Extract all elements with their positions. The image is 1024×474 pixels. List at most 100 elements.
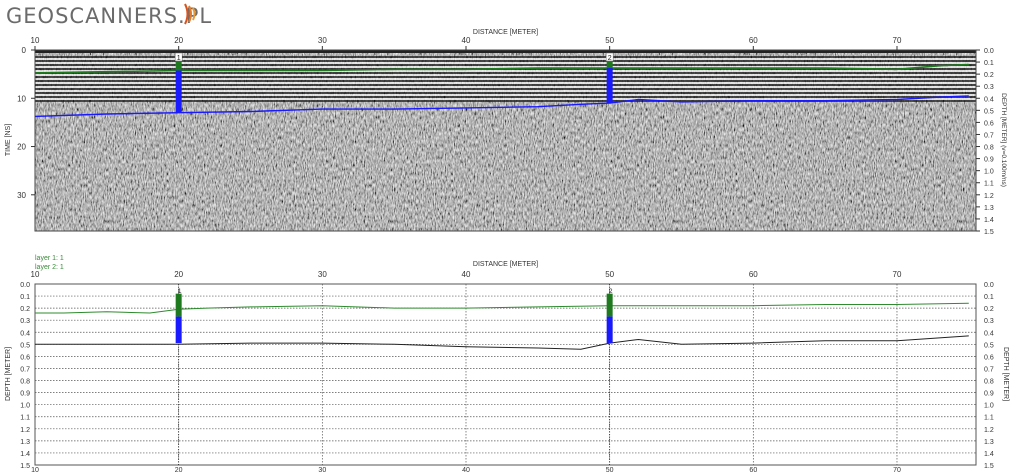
radar-depth-tick-label: 0.0 (984, 48, 994, 55)
layer-depth-tick-label-left: 0.7 (20, 366, 30, 373)
layer-depth-tick-label-left: 1.1 (20, 415, 30, 422)
radar-depth-tick-label: 0.2 (984, 72, 994, 79)
legend-layer-2: layer 2: 1 (35, 264, 64, 271)
radar-time-tick-label: 10 (17, 94, 26, 103)
layer-marker-layer1-bar (175, 293, 182, 317)
layer-x-tick-label: 70 (893, 270, 902, 279)
layer-depth-tick-label-right: 0.1 (984, 294, 994, 301)
radar-marker-layer1-bar (175, 58, 182, 71)
radar-time-tick-label: 30 (17, 191, 26, 200)
layer-depth-tick-label-left: 0.1 (20, 294, 30, 301)
radar-depth-tick-label: 1.4 (984, 217, 994, 224)
layer-depth-tick-label-left: 0.6 (20, 354, 30, 361)
layer-x-tick-label: 40 (462, 270, 471, 279)
layer-depth-tick-label-right: 0.8 (984, 379, 994, 386)
radar-depth-tick-label: 0.8 (984, 145, 994, 152)
layer-x-tick-label-bottom: 40 (462, 467, 470, 474)
layer-marker-label: 1 (178, 288, 182, 295)
layer-marker-layer2-bar (606, 316, 613, 344)
layer-depth-tick-label-right: 1.3 (984, 439, 994, 446)
radar-time-tick-label: 0 (22, 46, 27, 55)
radar-depth-tick-label: 0.5 (984, 108, 994, 115)
layer-2-line (35, 335, 969, 350)
layer-depth-tick-label-left: 0.4 (20, 330, 30, 337)
layer-plot-frame (34, 283, 977, 466)
radar-marker-label: 1 (177, 55, 181, 62)
layer-depth-tick-label-right: 1.0 (984, 403, 994, 410)
radargram-surface-band (35, 50, 976, 53)
layer-x-axis-title: DISTANCE [METER] (473, 261, 538, 268)
radar-marker-layer2-bar (606, 68, 613, 104)
layer-depth-tick-label-right: 1.4 (984, 451, 994, 458)
radar-depth-tick-label: 1.0 (984, 169, 994, 176)
layer-depth-tick-label-right: 1.1 (984, 415, 994, 422)
radargram-panel: 1 2 DISTANCE [METER] 10 20 30 40 50 60 70 0 10 20 30… (5, 29, 1007, 236)
layer-depth-tick-label-left: 0.2 (20, 306, 30, 313)
layer-depth-tick-label-right: 0.9 (984, 391, 994, 398)
layer-depth-tick-label-left: 0.9 (20, 391, 30, 398)
radar-depth-tick-label: 1.5 (984, 229, 994, 236)
radar-time-tick-label: 20 (17, 143, 26, 152)
radar-x-tick-label: 60 (749, 36, 758, 45)
radar-depth-tick-label: 0.3 (984, 84, 994, 91)
radar-marker-box (605, 52, 614, 62)
layer-depth-tick-label-right: 0.2 (984, 306, 994, 313)
radar-x-tick-label: 20 (174, 36, 183, 45)
radar-depth-tick-label: 1.2 (984, 193, 994, 200)
layer-depth-axis-label-right: DEPTH [METER] (1002, 347, 1009, 401)
layer-marker-label: 2 (609, 288, 613, 295)
layer-depth-tick-label-left: 0.5 (20, 342, 30, 349)
radar-x-tick-label: 10 (31, 36, 40, 45)
layer-x-tick-label: 20 (174, 270, 183, 279)
radar-x-axis-title: DISTANCE [METER] (473, 29, 538, 36)
layer-depth-tick-label-left: 0.8 (20, 379, 30, 386)
layer-depth-tick-label-left: 1.5 (20, 463, 30, 470)
radar-time-axis-label: TIME [NS] (5, 124, 12, 156)
logo-main: GEOSCANNERS (6, 4, 179, 28)
layer-x-tick-label-bottom: 60 (749, 467, 757, 474)
radar-marker-label: 2 (608, 55, 612, 62)
radar-depth-axis-label: DEPTH [METER] (v=0.100m/ns) (1000, 93, 1007, 187)
radar-layer-1-line (34, 63, 969, 74)
layer-x-tick-label: 30 (318, 270, 327, 279)
radar-x-tick-label: 40 (462, 36, 471, 45)
legend-layer-1: layer 1: 1 (35, 255, 64, 262)
radar-depth-tick-label: 0.7 (984, 132, 994, 139)
radargram-reflection-bands (35, 56, 976, 102)
layer-x-tick-label-bottom: 20 (175, 467, 183, 474)
layer-depth-tick-label-right: 0.6 (984, 354, 994, 361)
layer-depth-tick-label-right: 1.2 (984, 427, 994, 434)
layer-1-line (35, 302, 969, 314)
layer-marker-layer2-bar (175, 316, 182, 344)
layer-x-tick-label: 10 (31, 270, 40, 279)
layer-depth-tick-label-right: 0.4 (984, 330, 994, 337)
layer-depth-axis-label-left: DEPTH [METER] (5, 347, 12, 401)
layer-depth-tick-label-right: 1.5 (984, 463, 994, 470)
layer-depth-tick-label-left: 1.4 (20, 451, 30, 458)
layer-x-tick-label-bottom: 10 (31, 467, 39, 474)
logo-text: GEOSCANNERS.PL (6, 4, 212, 28)
radar-depth-tick-label: 1.3 (984, 205, 994, 212)
layer-marker-layer1-bar (606, 293, 613, 317)
radar-x-tick-label: 50 (605, 36, 614, 45)
layer-depth-tick-label-left: 1.3 (20, 439, 30, 446)
radar-depth-tick-label: 0.1 (984, 60, 994, 67)
layer-x-tick-label: 50 (605, 270, 614, 279)
radar-layer-2-line (34, 95, 969, 118)
radar-depth-tick-label: 0.6 (984, 120, 994, 127)
layer-x-tick-label-bottom: 30 (318, 467, 326, 474)
radar-depth-tick-label: 0.9 (984, 157, 994, 164)
layer-depth-panel: 1 2 0.0 0.0 0.1 0.1 0.2 0.2 0.3 0.3 0.4 0.4 0.5 0.5 0… (5, 255, 1009, 474)
layer-x-tick-label: 60 (749, 270, 758, 279)
layer-depth-tick-label-right: 0.3 (984, 318, 994, 325)
radar-marker-layer1-bar (606, 58, 613, 69)
logo-dot: . (178, 4, 186, 28)
layer-x-tick-label-bottom: 70 (893, 467, 901, 474)
layer-depth-tick-label-right: 0.7 (984, 366, 994, 373)
layer-depth-tick-label-right: 0.0 (984, 282, 994, 289)
layer-depth-tick-label-left: 1.0 (20, 403, 30, 410)
radar-x-tick-label: 70 (893, 36, 902, 45)
radar-depth-tick-label: 0.4 (984, 96, 994, 103)
radar-marker-layer2-bar (175, 70, 182, 113)
